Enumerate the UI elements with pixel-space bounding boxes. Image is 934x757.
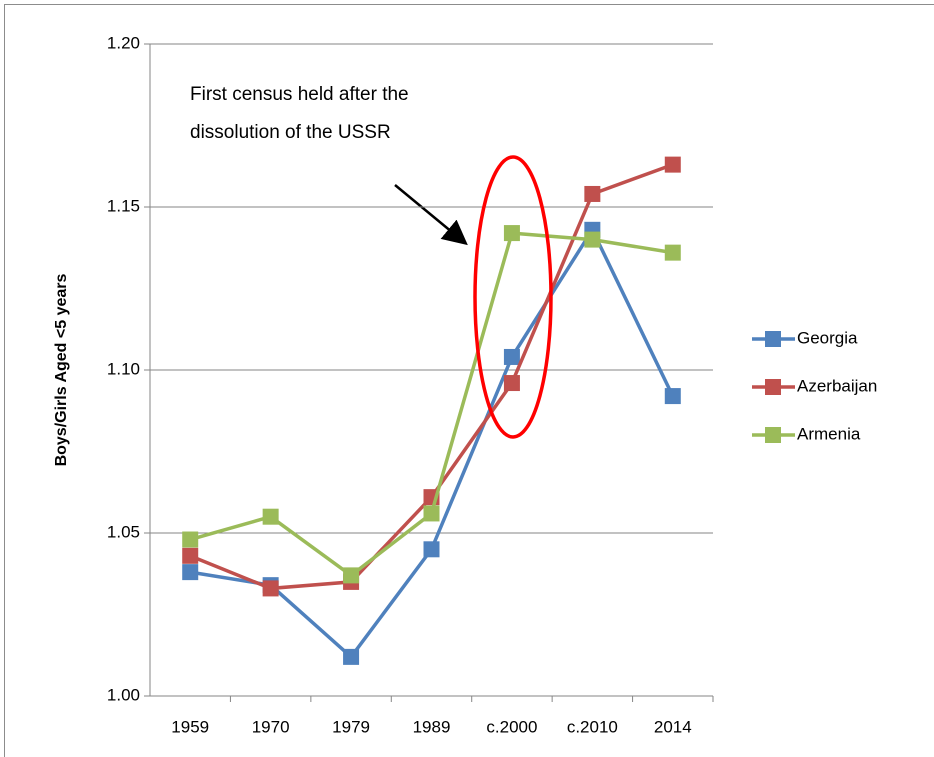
data-point	[262, 580, 279, 597]
data-point	[423, 505, 440, 522]
data-point	[182, 547, 199, 564]
y-tick-label: 1.05	[107, 522, 140, 541]
data-point	[584, 185, 601, 202]
data-point	[423, 541, 440, 558]
highlight-ellipse	[473, 155, 553, 439]
data-point	[503, 225, 520, 242]
y-tick-label: 1.00	[107, 685, 140, 704]
data-point	[343, 648, 360, 665]
legend-label: Georgia	[797, 328, 858, 347]
series-line	[189, 162, 674, 591]
plot-area: 1.00 1.05 1.10 1.15 1.20 1959 1970 1979 1989 c.20…	[107, 33, 877, 736]
data-point	[664, 388, 681, 405]
annotation-arrow	[394, 184, 468, 246]
data-point	[503, 375, 520, 392]
series-line	[189, 226, 675, 660]
chart-frame	[4, 4, 934, 757]
y-tick-label: 1.15	[107, 196, 140, 215]
data-point	[503, 348, 520, 365]
data-point	[664, 156, 681, 173]
data-point	[343, 567, 360, 584]
x-tick-label: 2014	[654, 717, 692, 736]
y-tick-label: 1.10	[107, 359, 140, 378]
legend-marker	[765, 331, 781, 347]
data-point	[664, 244, 681, 261]
annotation: First census held after the	[190, 84, 409, 105]
x-tick-label: 1989	[413, 717, 451, 736]
x-tick-label: 1970	[252, 717, 290, 736]
annotation: dissolution of the USSR	[190, 122, 391, 143]
data-point	[584, 231, 601, 248]
legend-label: Armenia	[797, 424, 861, 443]
legend-marker	[765, 379, 781, 395]
legend-marker	[765, 427, 781, 443]
series-line	[189, 231, 674, 578]
x-tick-label: c.2010	[567, 717, 618, 736]
y-tick-label: 1.20	[107, 33, 140, 52]
legend-label: Azerbaijan	[797, 376, 877, 395]
y-axis-label: Boys/Girls Aged <5 years	[53, 273, 70, 466]
x-tick-label: 1979	[332, 717, 370, 736]
x-tick-label: 1959	[171, 717, 209, 736]
data-point	[182, 564, 199, 581]
x-tick-label: c.2000	[486, 717, 537, 736]
data-point	[182, 531, 199, 548]
data-point	[262, 508, 279, 525]
